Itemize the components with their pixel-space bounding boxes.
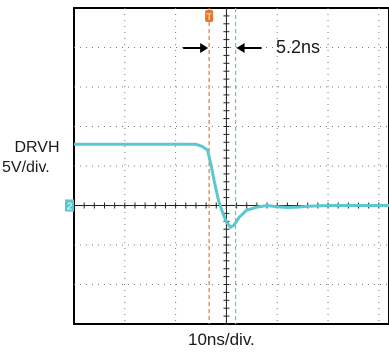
trigger-marker-label: T: [206, 12, 212, 22]
channel-ground-marker: [65, 199, 74, 212]
measurement-arrows: [183, 43, 262, 53]
markers: T2: [65, 10, 214, 213]
channel-ground-marker-label: 2: [67, 202, 73, 213]
channel-scale: 5V/div.: [2, 159, 50, 176]
time-cursors: [208, 8, 237, 324]
plot-frame: [73, 7, 389, 325]
drvh-trace: [74, 142, 389, 230]
channel-label: DRVH: [14, 139, 60, 156]
grid: [73, 8, 389, 325]
arrow-left-head: [200, 43, 209, 53]
measurement-label: 5.2ns: [276, 37, 321, 57]
timebase-label: 10ns/div.: [188, 330, 255, 349]
trigger-marker: [205, 10, 214, 22]
arrow-right-head: [236, 43, 245, 53]
